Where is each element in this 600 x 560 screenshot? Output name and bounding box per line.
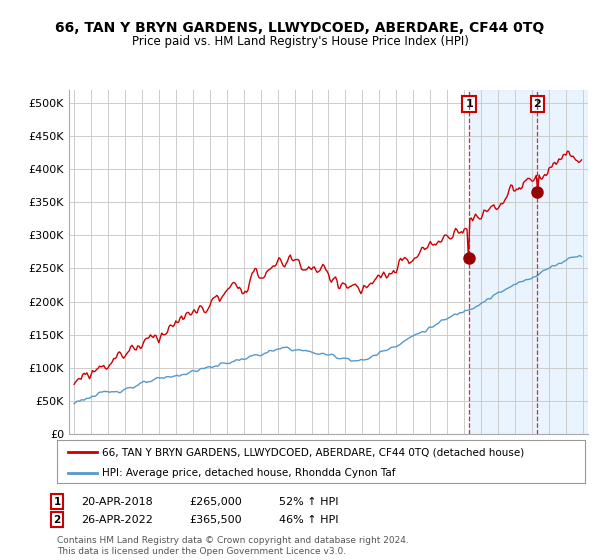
Text: 66, TAN Y BRYN GARDENS, LLWYDCOED, ABERDARE, CF44 0TQ: 66, TAN Y BRYN GARDENS, LLWYDCOED, ABERD…	[55, 21, 545, 35]
Text: 2: 2	[53, 515, 61, 525]
Text: 26-APR-2022: 26-APR-2022	[81, 515, 153, 525]
Text: £365,500: £365,500	[189, 515, 242, 525]
Text: Contains HM Land Registry data © Crown copyright and database right 2024.
This d: Contains HM Land Registry data © Crown c…	[57, 536, 409, 556]
Text: 66, TAN Y BRYN GARDENS, LLWYDCOED, ABERDARE, CF44 0TQ (detached house): 66, TAN Y BRYN GARDENS, LLWYDCOED, ABERD…	[102, 447, 524, 457]
Text: 2: 2	[533, 99, 541, 109]
Text: 1: 1	[465, 99, 473, 109]
Text: £265,000: £265,000	[189, 497, 242, 507]
Text: 1: 1	[53, 497, 61, 507]
Text: 20-APR-2018: 20-APR-2018	[81, 497, 153, 507]
Text: HPI: Average price, detached house, Rhondda Cynon Taf: HPI: Average price, detached house, Rhon…	[102, 468, 395, 478]
Text: 52% ↑ HPI: 52% ↑ HPI	[279, 497, 338, 507]
Text: 46% ↑ HPI: 46% ↑ HPI	[279, 515, 338, 525]
Bar	[469, 90, 592, 434]
Text: Price paid vs. HM Land Registry's House Price Index (HPI): Price paid vs. HM Land Registry's House …	[131, 35, 469, 48]
